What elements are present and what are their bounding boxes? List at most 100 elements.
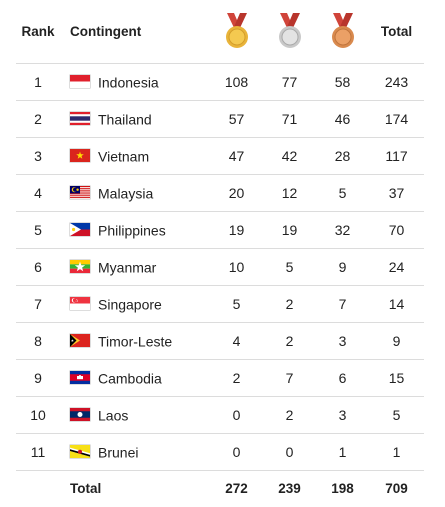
- gold-cell: 5: [210, 285, 263, 323]
- total-cell: 9: [369, 322, 424, 360]
- country-name[interactable]: Laos: [98, 407, 129, 424]
- total-cell: 117: [369, 137, 424, 175]
- table-row: 6 Myanmar 10 5 9 24: [16, 248, 424, 286]
- rank-cell: 3: [16, 137, 60, 175]
- table-row: 8 Timor-Leste 4 2 3 9: [16, 322, 424, 360]
- country-name[interactable]: Brunei: [98, 444, 139, 461]
- bronze-cell: 5: [316, 174, 369, 212]
- bronze-header[interactable]: [316, 0, 369, 64]
- rank-cell: 6: [16, 248, 60, 286]
- rank-cell: 11: [16, 433, 60, 471]
- bronze-cell: 9: [316, 248, 369, 286]
- flag-malaysia-icon: [70, 185, 90, 199]
- country-name[interactable]: Cambodia: [98, 370, 162, 387]
- flag-singapore-icon: [70, 296, 90, 310]
- silver-cell: 12: [263, 174, 316, 212]
- flag-thailand-icon: [70, 111, 90, 125]
- flag-laos-icon: [70, 407, 90, 421]
- country-name[interactable]: Philippines: [98, 222, 166, 239]
- contingent-cell: Laos: [60, 396, 210, 434]
- silver-cell: 42: [263, 137, 316, 175]
- contingent-cell: Timor-Leste: [60, 322, 210, 360]
- gold-cell: 0: [210, 396, 263, 434]
- table-row: 10 Laos 0 2 3 5: [16, 396, 424, 434]
- footer-silver-total: 239: [263, 469, 316, 506]
- rank-cell: 5: [16, 211, 60, 249]
- gold-cell: 2: [210, 359, 263, 397]
- total-header[interactable]: Total: [369, 0, 424, 64]
- table-row: 4 Malaysia 20 12 5: [16, 174, 424, 212]
- table-row: 1 Indonesia 108 77 58 243: [16, 63, 424, 101]
- flag-timor-leste-icon: [70, 333, 90, 347]
- bronze-cell: 3: [316, 322, 369, 360]
- total-cell: 174: [369, 100, 424, 138]
- rank-cell: 8: [16, 322, 60, 360]
- country-name[interactable]: Timor-Leste: [98, 333, 173, 350]
- header-row: Rank Contingent: [16, 0, 424, 64]
- silver-cell: 19: [263, 211, 316, 249]
- total-cell: 37: [369, 174, 424, 212]
- silver-cell: 7: [263, 359, 316, 397]
- total-cell: 14: [369, 285, 424, 323]
- table-row: 3 Vietnam 47 42 28 117: [16, 137, 424, 175]
- silver-cell: 77: [263, 63, 316, 101]
- country-name[interactable]: Indonesia: [98, 74, 159, 91]
- gold-cell: 108: [210, 63, 263, 101]
- gold-cell: 47: [210, 137, 263, 175]
- table-row: 11 Brunei 0 0 1 1: [16, 433, 424, 471]
- country-name[interactable]: Thailand: [98, 111, 152, 128]
- table-row: 7 Singapore 5 2 7 14: [16, 285, 424, 323]
- rank-cell: 2: [16, 100, 60, 138]
- gold-cell: 0: [210, 433, 263, 471]
- total-cell: 15: [369, 359, 424, 397]
- bronze-cell: 1: [316, 433, 369, 471]
- silver-cell: 5: [263, 248, 316, 286]
- rank-header[interactable]: Rank: [16, 0, 60, 64]
- silver-cell: 2: [263, 285, 316, 323]
- rank-cell: 10: [16, 396, 60, 434]
- rank-cell: 1: [16, 63, 60, 101]
- gold-medal-icon: [225, 13, 248, 49]
- silver-cell: 71: [263, 100, 316, 138]
- contingent-cell: Brunei: [60, 433, 210, 471]
- total-cell: 243: [369, 63, 424, 101]
- contingent-cell: Philippines: [60, 211, 210, 249]
- contingent-cell: Vietnam: [60, 137, 210, 175]
- country-name[interactable]: Malaysia: [98, 185, 154, 202]
- bronze-cell: 28: [316, 137, 369, 175]
- silver-medal-icon: [278, 13, 301, 49]
- flag-cambodia-icon: [70, 370, 90, 384]
- contingent-cell: Thailand: [60, 100, 210, 138]
- country-name[interactable]: Vietnam: [98, 148, 150, 165]
- contingent-header[interactable]: Contingent: [60, 0, 210, 64]
- flag-myanmar-icon: [70, 259, 90, 273]
- gold-header[interactable]: [210, 0, 263, 64]
- rank-cell: 4: [16, 174, 60, 212]
- total-cell: 24: [369, 248, 424, 286]
- silver-header[interactable]: [263, 0, 316, 64]
- rank-cell: 7: [16, 285, 60, 323]
- silver-cell: 0: [263, 433, 316, 471]
- contingent-cell: Indonesia: [60, 63, 210, 101]
- bronze-cell: 46: [316, 100, 369, 138]
- total-cell: 5: [369, 396, 424, 434]
- footer-grand-total: 709: [369, 469, 424, 506]
- flag-brunei-icon: [70, 444, 90, 458]
- footer-bronze-total: 198: [316, 469, 369, 506]
- country-name[interactable]: Singapore: [98, 296, 162, 313]
- table-row: 5 Philippines 19 19 32 70: [16, 211, 424, 249]
- total-cell: 70: [369, 211, 424, 249]
- footer-rank-cell: [16, 469, 60, 506]
- flag-philippines-icon: [70, 222, 90, 236]
- rank-cell: 9: [16, 359, 60, 397]
- flag-vietnam-icon: [70, 148, 90, 162]
- country-name[interactable]: Myanmar: [98, 259, 157, 276]
- bronze-medal-icon: [331, 13, 354, 49]
- footer-total-row: Total 272 239 198 709: [16, 469, 424, 506]
- bronze-cell: 58: [316, 63, 369, 101]
- medal-table-container: Rank Contingent: [16, 0, 424, 506]
- contingent-cell: Myanmar: [60, 248, 210, 286]
- flag-indonesia-icon: [70, 74, 90, 88]
- bronze-cell: 32: [316, 211, 369, 249]
- medal-table: Rank Contingent: [16, 0, 424, 506]
